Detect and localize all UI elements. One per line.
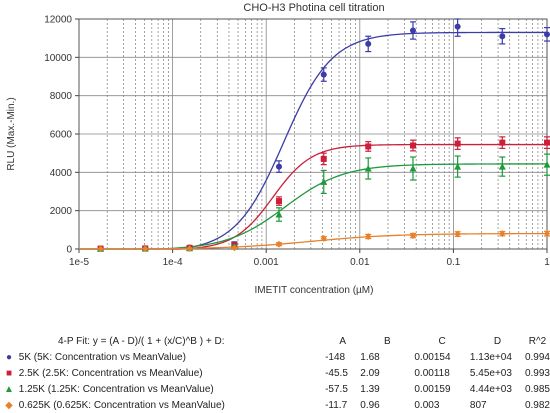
- fit-row-2-5k: ■ 2.5K (2.5K: Concentration vs MeanValue…: [0, 365, 550, 381]
- fit-col-d: D: [493, 335, 502, 347]
- data-point: [409, 142, 416, 149]
- x-tick-label: 1: [544, 257, 550, 268]
- x-tick-label: 0.001: [254, 257, 279, 268]
- fit-a-value: -45.5: [325, 367, 348, 379]
- data-point: [454, 23, 461, 30]
- series-name: 2.5K (2.5K: Concentration vs MeanValue): [18, 367, 203, 379]
- fit-c-value: 0.003: [414, 399, 440, 411]
- y-axis-label: RLU (Max.-Min.): [6, 97, 17, 170]
- titration-chart: CHO-H3 Photina cell titration 0 2000 4000 6…: [6, 2, 550, 296]
- fit-d-value: 1.13e+04: [469, 351, 512, 363]
- y-tick-label: 8000: [50, 91, 73, 102]
- data-point: [364, 165, 372, 172]
- data-point: [544, 139, 550, 146]
- fit-c-value: 0.00154: [414, 351, 451, 363]
- data-point: [320, 178, 328, 185]
- data-point: [544, 31, 550, 38]
- data-point: [409, 27, 416, 34]
- fit-curves: [79, 31, 548, 250]
- data-point: [186, 245, 193, 253]
- fit-col-r2: R^2: [528, 335, 547, 347]
- x-tick-label: 1e-5: [69, 257, 89, 268]
- fit-c-value: 0.00118: [414, 367, 450, 379]
- data-point: [409, 165, 417, 172]
- fit-a-value: -148: [325, 351, 346, 363]
- diamond-marker-icon: ◆: [5, 399, 13, 411]
- x-tick-label: 0.01: [350, 257, 370, 268]
- x-tick-label: 1e-4: [163, 257, 183, 268]
- x-axis-ticks: 1e-5 1e-4 0.001 0.01 0.1 1: [69, 249, 550, 268]
- data-point: [365, 233, 372, 241]
- data-point: [97, 245, 104, 253]
- fit-r2-value: 0.994: [524, 351, 550, 363]
- circle-marker-icon: ●: [5, 351, 13, 363]
- square-marker-icon: ■: [5, 367, 13, 379]
- data-point: [275, 211, 283, 218]
- data-point: [544, 230, 550, 238]
- y-tick-label: 4000: [50, 168, 73, 179]
- data-point: [275, 240, 282, 248]
- y-tick-label: 12000: [44, 15, 72, 26]
- fit-b-value: 0.96: [360, 399, 380, 411]
- fit-col-b: B: [383, 335, 391, 347]
- y-tick-label: 10000: [44, 53, 72, 64]
- fit-curve: [79, 163, 547, 250]
- data-point: [499, 230, 506, 238]
- fit-d-value: 807: [469, 399, 487, 411]
- data-point: [454, 230, 461, 238]
- fit-col-a: A: [339, 335, 347, 347]
- y-axis-ticks: 0 2000 4000 6000 8000 10000 12000: [44, 15, 79, 256]
- data-point: [275, 163, 282, 170]
- fit-equation: 4-P Fit: y = (A - D)/( 1 + (x/C)^B ) + D…: [58, 335, 225, 347]
- fit-d-value: 4.44e+03: [469, 383, 512, 395]
- data-point: [454, 163, 462, 170]
- data-point: [231, 244, 238, 252]
- fit-b-value: 1.68: [360, 351, 380, 363]
- series-name: 5K (5K: Concentration vs MeanValue): [18, 351, 186, 363]
- data-point: [365, 143, 372, 150]
- data-point: [454, 140, 461, 147]
- series-name: 0.625K (0.625K: Concentration vs MeanVal…: [18, 399, 225, 411]
- fit-r2-value: 0.993: [524, 367, 550, 379]
- data-points: [97, 18, 550, 253]
- x-tick-label: 0.1: [446, 257, 460, 268]
- fit-b-value: 1.39: [360, 383, 380, 395]
- data-point: [275, 198, 282, 205]
- fit-d-value: 5.45e+03: [469, 367, 512, 379]
- fit-curve: [79, 31, 547, 250]
- series-name: 1.25K (1.25K: Concentration vs MeanValue…: [18, 383, 214, 395]
- data-point: [320, 155, 327, 162]
- fit-col-c: C: [438, 335, 446, 347]
- fit-curve: [79, 232, 548, 250]
- fit-r2-value: 0.985: [524, 383, 550, 395]
- chart-title: CHO-H3 Photina cell titration: [243, 2, 384, 14]
- data-point: [498, 163, 506, 170]
- fit-b-value: 2.09: [360, 367, 380, 379]
- fit-row-5k: ● 5K (5K: Concentration vs MeanValue) -1…: [0, 349, 550, 365]
- fit-c-value: 0.00159: [414, 383, 451, 395]
- fit-a-value: -57.5: [325, 383, 348, 395]
- fit-parameters-table: 4-P Fit: y = (A - D)/( 1 + (x/C)^B ) + D…: [0, 333, 550, 413]
- data-point: [320, 71, 327, 78]
- data-point: [320, 234, 327, 242]
- fit-r2-value: 0.982: [524, 399, 550, 411]
- data-point: [142, 245, 149, 253]
- data-point: [365, 40, 372, 47]
- y-tick-label: 6000: [50, 130, 73, 141]
- grid-lines: [78, 18, 548, 250]
- y-tick-label: 0: [66, 245, 72, 256]
- data-point: [543, 161, 550, 168]
- x-axis-label: IMETIT concentration (µM): [255, 285, 374, 296]
- triangle-marker-icon: ▲: [4, 383, 14, 395]
- fit-a-value: -11.7: [325, 399, 348, 411]
- fit-row-0-625k: ◆ 0.625K (0.625K: Concentration vs MeanV…: [0, 397, 550, 413]
- fit-table-header: 4-P Fit: y = (A - D)/( 1 + (x/C)^B ) + D…: [0, 333, 550, 349]
- data-point: [409, 232, 416, 240]
- data-point: [499, 139, 506, 146]
- y-tick-label: 2000: [50, 206, 73, 217]
- fit-row-1-25k: ▲ 1.25K (1.25K: Concentration vs MeanVal…: [0, 381, 550, 397]
- data-point: [499, 33, 506, 40]
